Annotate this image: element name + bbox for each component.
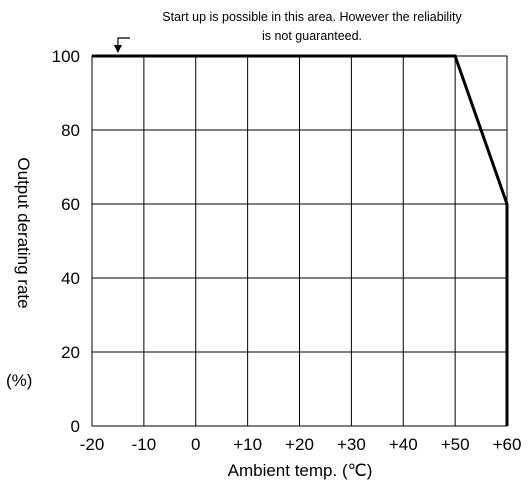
annotation-line-1: Start up is possible in this area. Howev… (162, 10, 462, 24)
x-tick-labels: -20 -10 0 +10 +20 +30 +40 +50 +60 (80, 435, 522, 454)
x-tick-label: +40 (389, 435, 418, 454)
x-tick-label: +10 (233, 435, 262, 454)
y-tick-labels: 0 20 40 60 80 100 (52, 47, 80, 436)
x-tick-label: +60 (493, 435, 522, 454)
x-axis-title: Ambient temp. (℃) (228, 461, 373, 480)
y-tick-label: 40 (61, 269, 80, 288)
y-tick-label: 20 (61, 343, 80, 362)
y-axis-unit: (%) (6, 371, 32, 390)
annotation-arrow (113, 37, 130, 53)
y-tick-label: 60 (61, 195, 80, 214)
x-tick-label: +50 (441, 435, 470, 454)
y-tick-label: 80 (61, 121, 80, 140)
y-tick-label: 100 (52, 47, 80, 66)
x-tick-label: +20 (285, 435, 314, 454)
annotation-arrow-head (113, 45, 122, 53)
x-tick-label: +30 (337, 435, 366, 454)
y-axis-title: Output derating rate (14, 157, 33, 308)
annotation-arrow-line (117, 37, 130, 46)
annotation-line-2: is not guaranteed. (262, 29, 362, 43)
x-tick-label: -20 (80, 435, 105, 454)
x-tick-label: 0 (191, 435, 200, 454)
derating-curve (92, 54, 509, 426)
grid-lines (91, 55, 508, 427)
y-tick-label: 0 (71, 417, 80, 436)
x-tick-label: -10 (132, 435, 157, 454)
